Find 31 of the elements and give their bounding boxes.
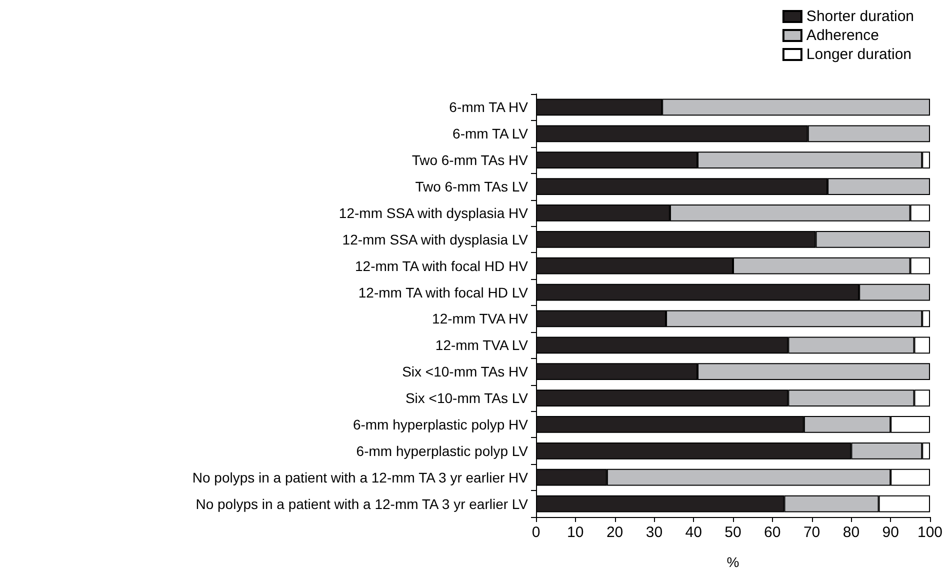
y-tick-label: No polyps in a patient with a 12-mm TA 3 yr earlier HV [192,469,529,486]
y-tick-label: 6-mm hyperplastic polyp HV [352,416,529,432]
y-tick-label: 12-mm TVA LV [435,337,529,354]
x-tick-label: 80 [842,524,860,541]
y-tick-label: 6-mm hyperplastic polyp LV [356,442,529,459]
x-tick-label: 30 [646,524,663,541]
x-tick-label: 50 [724,524,742,541]
y-tick-label: No polyps in a patient with a 12-mm TA 3 yr earlier LV [196,496,529,512]
y-tick-label: 12-mm TA with focal HD HV [355,258,529,274]
y-tick-label: 12-mm SSA with dysplasia HV [338,204,529,221]
x-tick-label: 20 [606,524,624,541]
legend-label: Longer duration [806,46,912,63]
x-tick-label: 90 [882,524,899,541]
x-axis-title: % [726,554,740,570]
y-tick-label: 12-mm SSA with dysplasia LV [342,231,529,248]
x-tick-label: 70 [803,524,820,541]
y-tick-label: 12-mm TA with focal HD LV [358,284,529,300]
legend-label: Shorter duration [806,8,914,25]
x-tick-label: 10 [567,524,584,541]
y-tick-label: 6-mm TA HV [449,99,529,116]
x-tick-label: 0 [532,524,540,541]
y-tick-label: Two 6-mm TAs LV [415,178,529,195]
x-tick-label: 100 [917,524,943,541]
y-tick-label: Six <10-mm TAs HV [402,364,529,380]
x-tick-label: 40 [685,524,702,541]
y-tick-label: 12-mm TVA HV [432,310,529,327]
y-tick-label: Two 6-mm TAs HV [412,152,529,168]
legend-label: Adherence [806,27,879,44]
x-tick-label: 60 [764,524,781,541]
y-tick-label: Six <10-mm TAs LV [405,390,529,406]
y-tick-label: 6-mm TA LV [452,126,529,142]
